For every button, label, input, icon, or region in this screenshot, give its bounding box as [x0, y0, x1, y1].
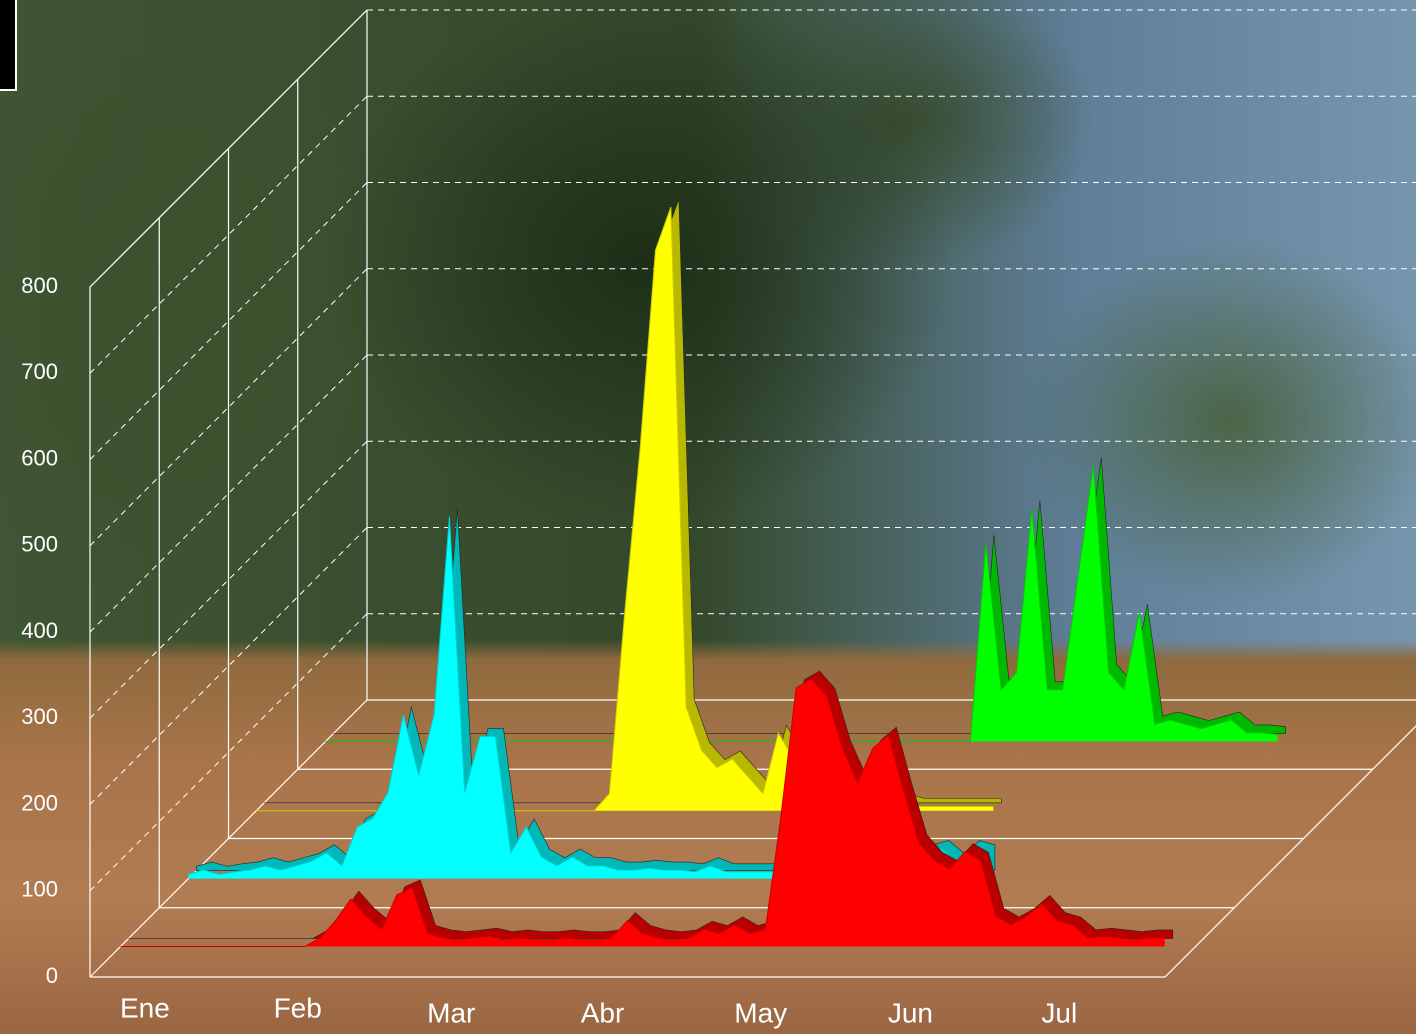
area-fill — [256, 207, 994, 811]
legend-box — [0, 0, 17, 91]
area-fill — [120, 679, 1165, 947]
floor-edge — [89, 699, 1416, 978]
x-tick-label: Abr — [581, 997, 625, 1028]
x-tick-label: Ene — [120, 992, 170, 1023]
x-tick-label: May — [734, 997, 787, 1028]
y-tick-label: 800 — [21, 273, 58, 298]
y-tick-label: 400 — [21, 618, 58, 643]
area-fill — [325, 465, 1278, 742]
y-tick-label: 100 — [21, 877, 58, 902]
y-tick-label: 300 — [21, 704, 58, 729]
x-tick-label: Feb — [274, 992, 322, 1023]
x-tick-label: Jun — [888, 997, 933, 1028]
y-tick-label: 0 — [46, 963, 58, 988]
x-tick-label: Mar — [427, 997, 475, 1028]
y-tick-label: 600 — [21, 445, 58, 470]
y-tick-label: 500 — [21, 532, 58, 557]
x-tick-label: Jul — [1041, 997, 1077, 1028]
area-outline — [120, 678, 1165, 948]
y-tick-label: 700 — [21, 359, 58, 384]
y-tick-label: 200 — [21, 790, 58, 815]
